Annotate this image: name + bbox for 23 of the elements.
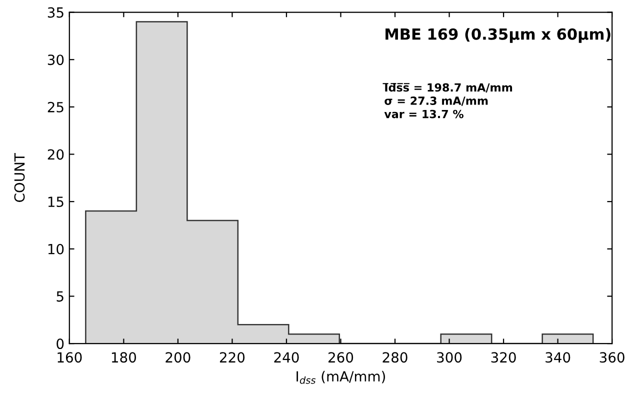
x-tick-label: 280 — [382, 352, 408, 363]
x-tick-label: 260 — [328, 352, 354, 363]
y-tick-label: 5 — [56, 291, 64, 302]
y-tick-label: 15 — [48, 196, 64, 208]
x-tick-label: 200 — [166, 352, 190, 363]
x-tick-label: 300 — [437, 352, 462, 363]
x-tick-label: 240 — [274, 352, 299, 363]
y-tick-label: 35 — [48, 7, 64, 18]
x-tick-label: 180 — [112, 352, 136, 363]
annotation: I̅d̅s̅s̅ = 198.7 mA/mm σ = 27.3 mA/mm var = 13.7 % — [382, 83, 512, 118]
x-tick-label: 340 — [546, 352, 570, 363]
y-tick-label: 10 — [48, 244, 64, 254]
annotation: MBE 169 (0.35μm x 60μm) — [386, 28, 610, 43]
y-tick-label: 0 — [56, 338, 64, 350]
x-tick-label: 160 — [58, 352, 82, 363]
x-tick-label: 360 — [600, 352, 624, 363]
y-tick-label: 30 — [48, 54, 64, 66]
x-tick-label: 220 — [220, 352, 245, 363]
y-axis-title: COUNT — [14, 153, 25, 202]
x-tick-label: 320 — [491, 352, 516, 363]
x-axis-title: I$_{dss}$ (mA/mm) — [296, 370, 385, 384]
y-tick-label: 20 — [48, 149, 64, 160]
y-tick-label: 25 — [48, 102, 64, 112]
